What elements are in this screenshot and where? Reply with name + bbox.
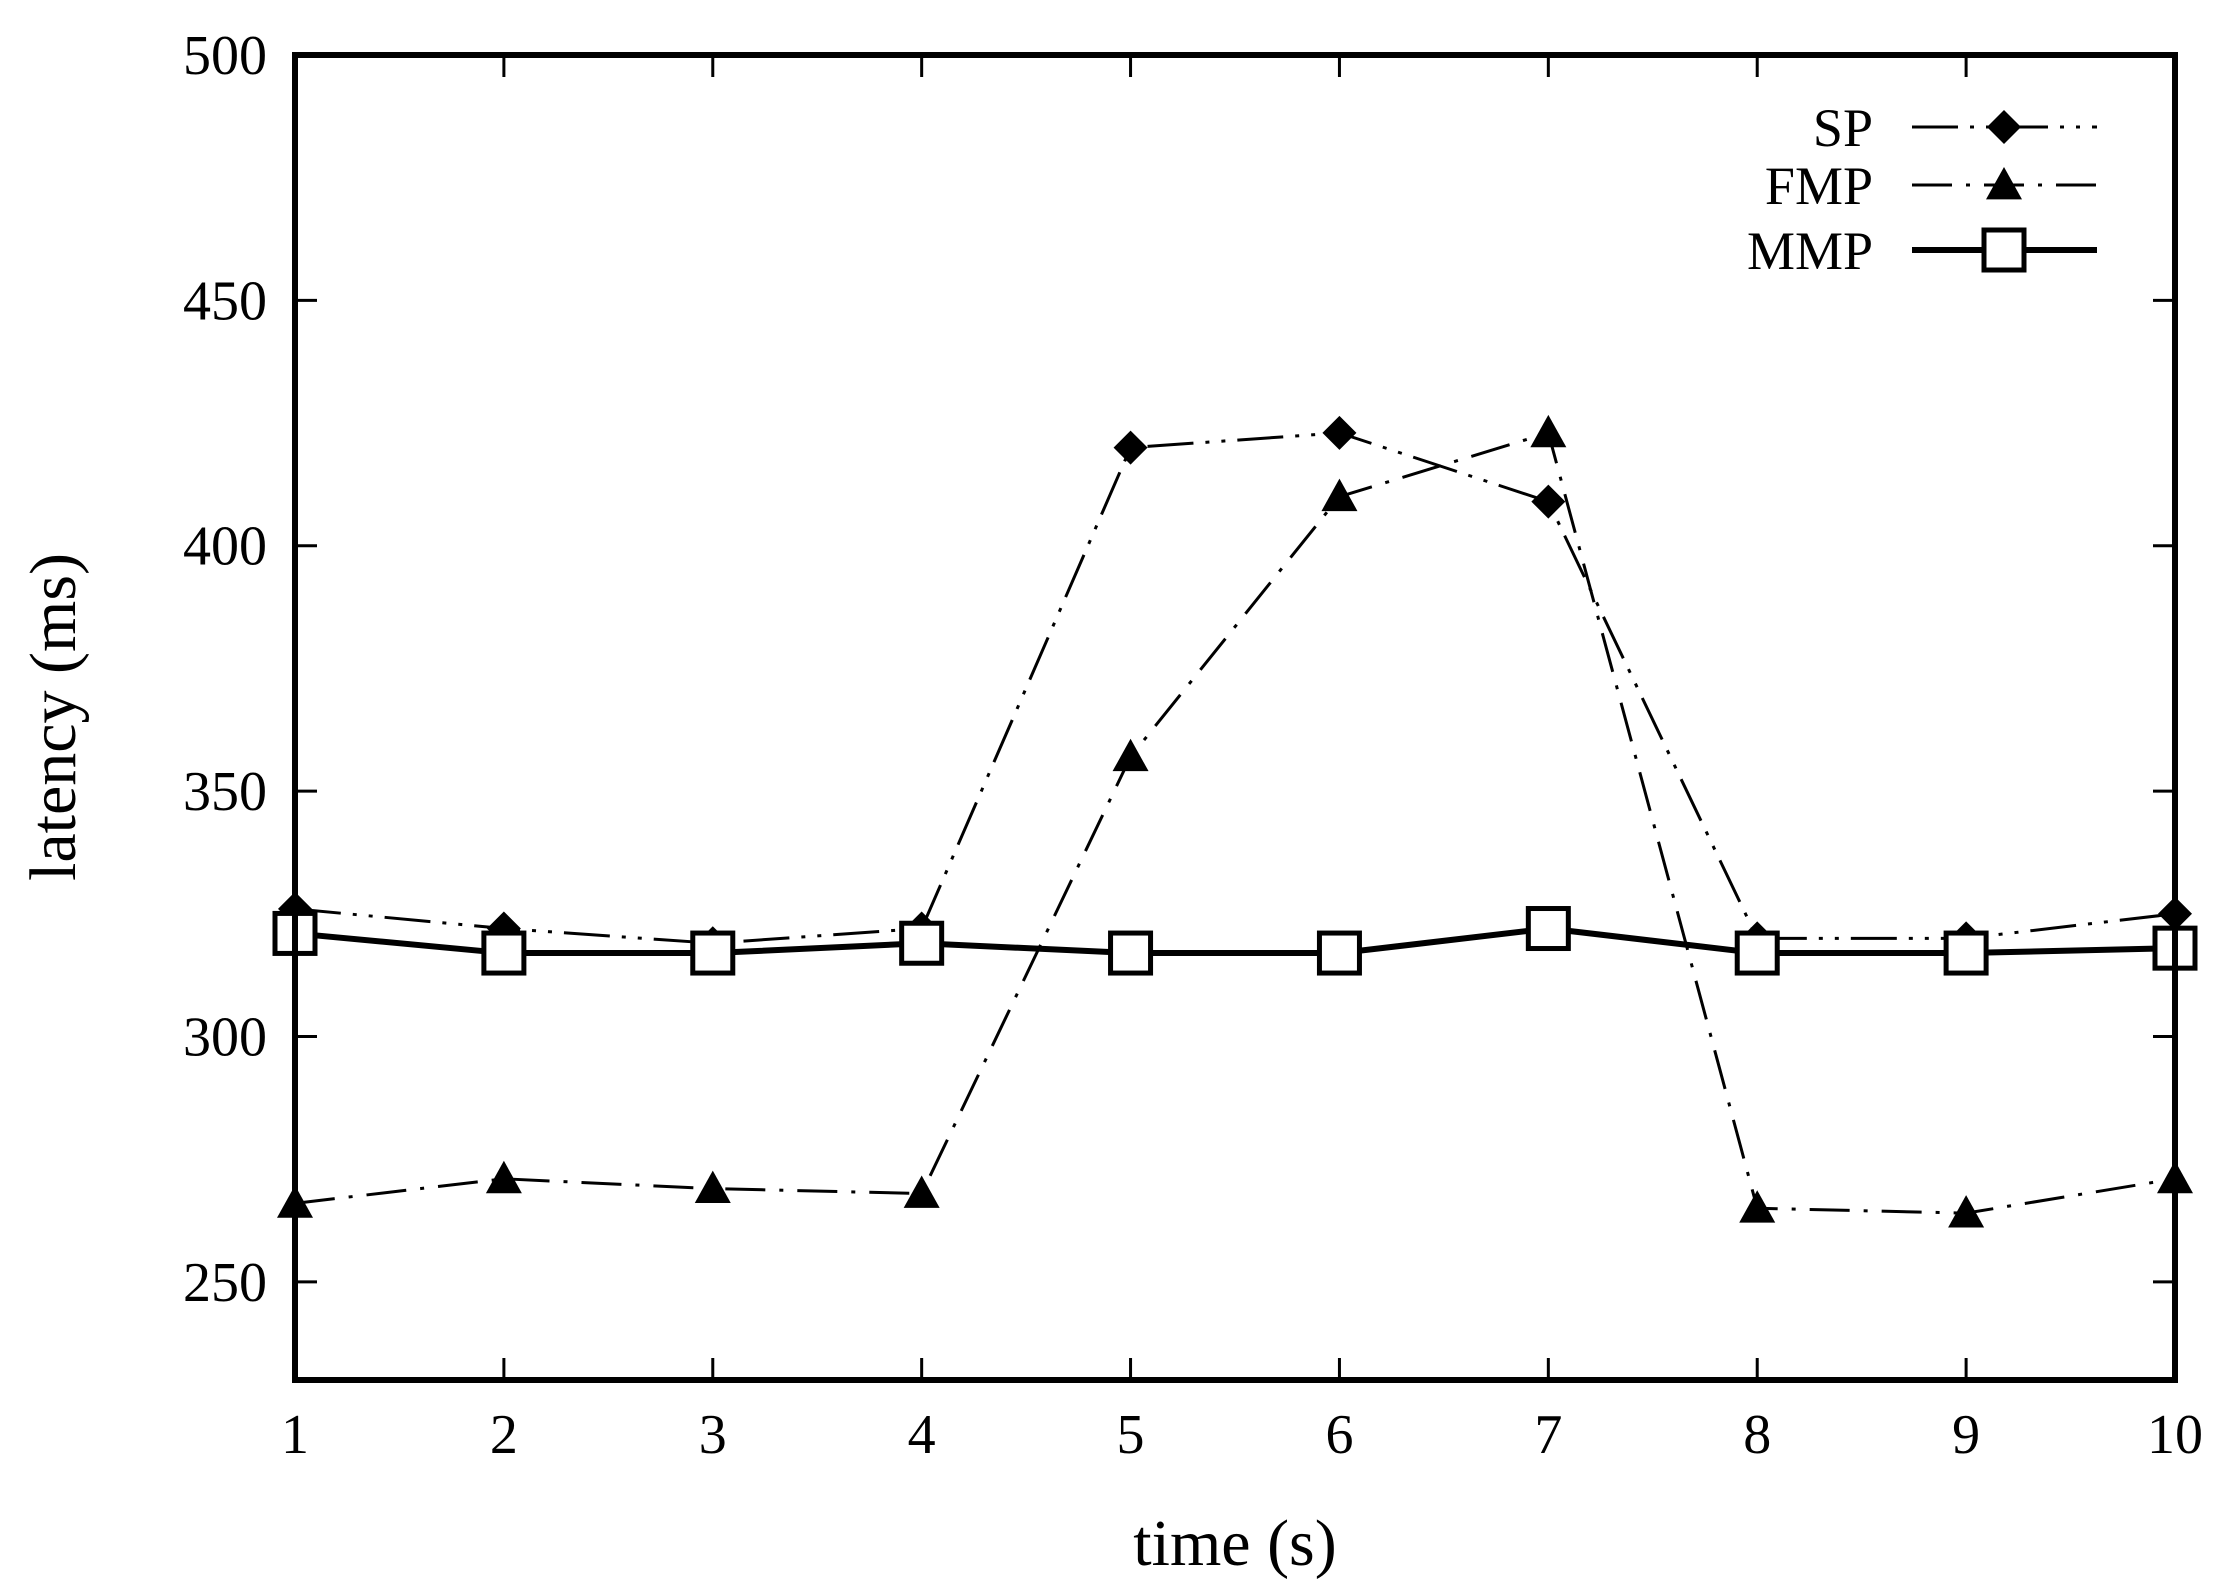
legend-label-fmp: FMP bbox=[1765, 156, 1873, 216]
legend-item-fmp: FMP bbox=[1765, 156, 2097, 216]
data-point-fmp bbox=[1321, 478, 1358, 512]
data-point-fmp bbox=[1112, 738, 1149, 772]
data-point-mmp bbox=[899, 920, 945, 966]
y-tick-label: 350 bbox=[183, 761, 267, 823]
series-line-mmp bbox=[294, 925, 2176, 957]
x-tick-label: 7 bbox=[1534, 1404, 1562, 1466]
y-tick-label: 400 bbox=[183, 516, 267, 578]
data-point-mmp bbox=[1943, 930, 1989, 976]
series-line-fmp bbox=[294, 431, 2176, 1215]
x-tick-label: 10 bbox=[2147, 1404, 2203, 1466]
x-tick-label: 6 bbox=[1325, 1404, 1353, 1466]
data-point-mmp bbox=[1316, 930, 1362, 976]
data-point-fmp bbox=[903, 1175, 940, 1208]
x-tick-label: 1 bbox=[281, 1404, 309, 1466]
x-tick-label: 9 bbox=[1952, 1404, 1980, 1466]
legend-marker-fmp bbox=[1986, 167, 2022, 200]
series-line-sp bbox=[294, 431, 2176, 945]
legend-item-sp: SP bbox=[1813, 98, 2097, 158]
data-point-mmp bbox=[481, 930, 527, 976]
legend-item-mmp: MMP bbox=[1747, 221, 2097, 281]
data-point-sp bbox=[1322, 415, 1357, 450]
data-point-mmp bbox=[1108, 930, 1154, 976]
series-fmp bbox=[277, 414, 2193, 1228]
y-axis-title: latency (ms) bbox=[17, 553, 90, 881]
x-tick-label: 4 bbox=[908, 1404, 936, 1466]
x-tick-label: 8 bbox=[1743, 1404, 1771, 1466]
y-tick-label: 250 bbox=[183, 1252, 267, 1314]
data-point-fmp bbox=[1948, 1195, 1985, 1228]
series-mmp bbox=[272, 906, 2198, 976]
legend-marker-mmp bbox=[1981, 227, 2027, 273]
legend-label-mmp: MMP bbox=[1747, 221, 1873, 281]
legend-label-sp: SP bbox=[1813, 98, 1873, 158]
data-point-mmp bbox=[1734, 930, 1780, 976]
y-axis-ticks: 250 300 350 400 450 500 bbox=[183, 25, 2175, 1314]
series-layer bbox=[272, 414, 2198, 1228]
data-point-fmp bbox=[1530, 414, 1567, 448]
data-point-mmp bbox=[690, 930, 736, 976]
y-tick-label: 500 bbox=[183, 25, 267, 87]
data-point-fmp bbox=[1739, 1190, 1776, 1223]
y-tick-label: 300 bbox=[183, 1006, 267, 1068]
x-tick-label: 2 bbox=[490, 1404, 518, 1466]
x-tick-label: 5 bbox=[1117, 1404, 1145, 1466]
data-point-sp bbox=[1531, 484, 1566, 519]
x-axis-ticks: 1 2 3 4 5 6 7 8 9 10 bbox=[281, 55, 2203, 1466]
legend-marker-sp bbox=[1987, 110, 2021, 144]
x-axis-title: time (s) bbox=[1133, 1507, 1336, 1580]
data-point-sp bbox=[1113, 430, 1148, 465]
y-tick-label: 450 bbox=[183, 270, 267, 332]
series-sp bbox=[278, 415, 2192, 961]
plot-frame bbox=[292, 52, 2178, 1383]
data-point-fmp bbox=[694, 1170, 731, 1204]
data-point-fmp bbox=[485, 1160, 522, 1194]
data-point-mmp bbox=[1525, 906, 1571, 952]
x-tick-label: 3 bbox=[699, 1404, 727, 1466]
